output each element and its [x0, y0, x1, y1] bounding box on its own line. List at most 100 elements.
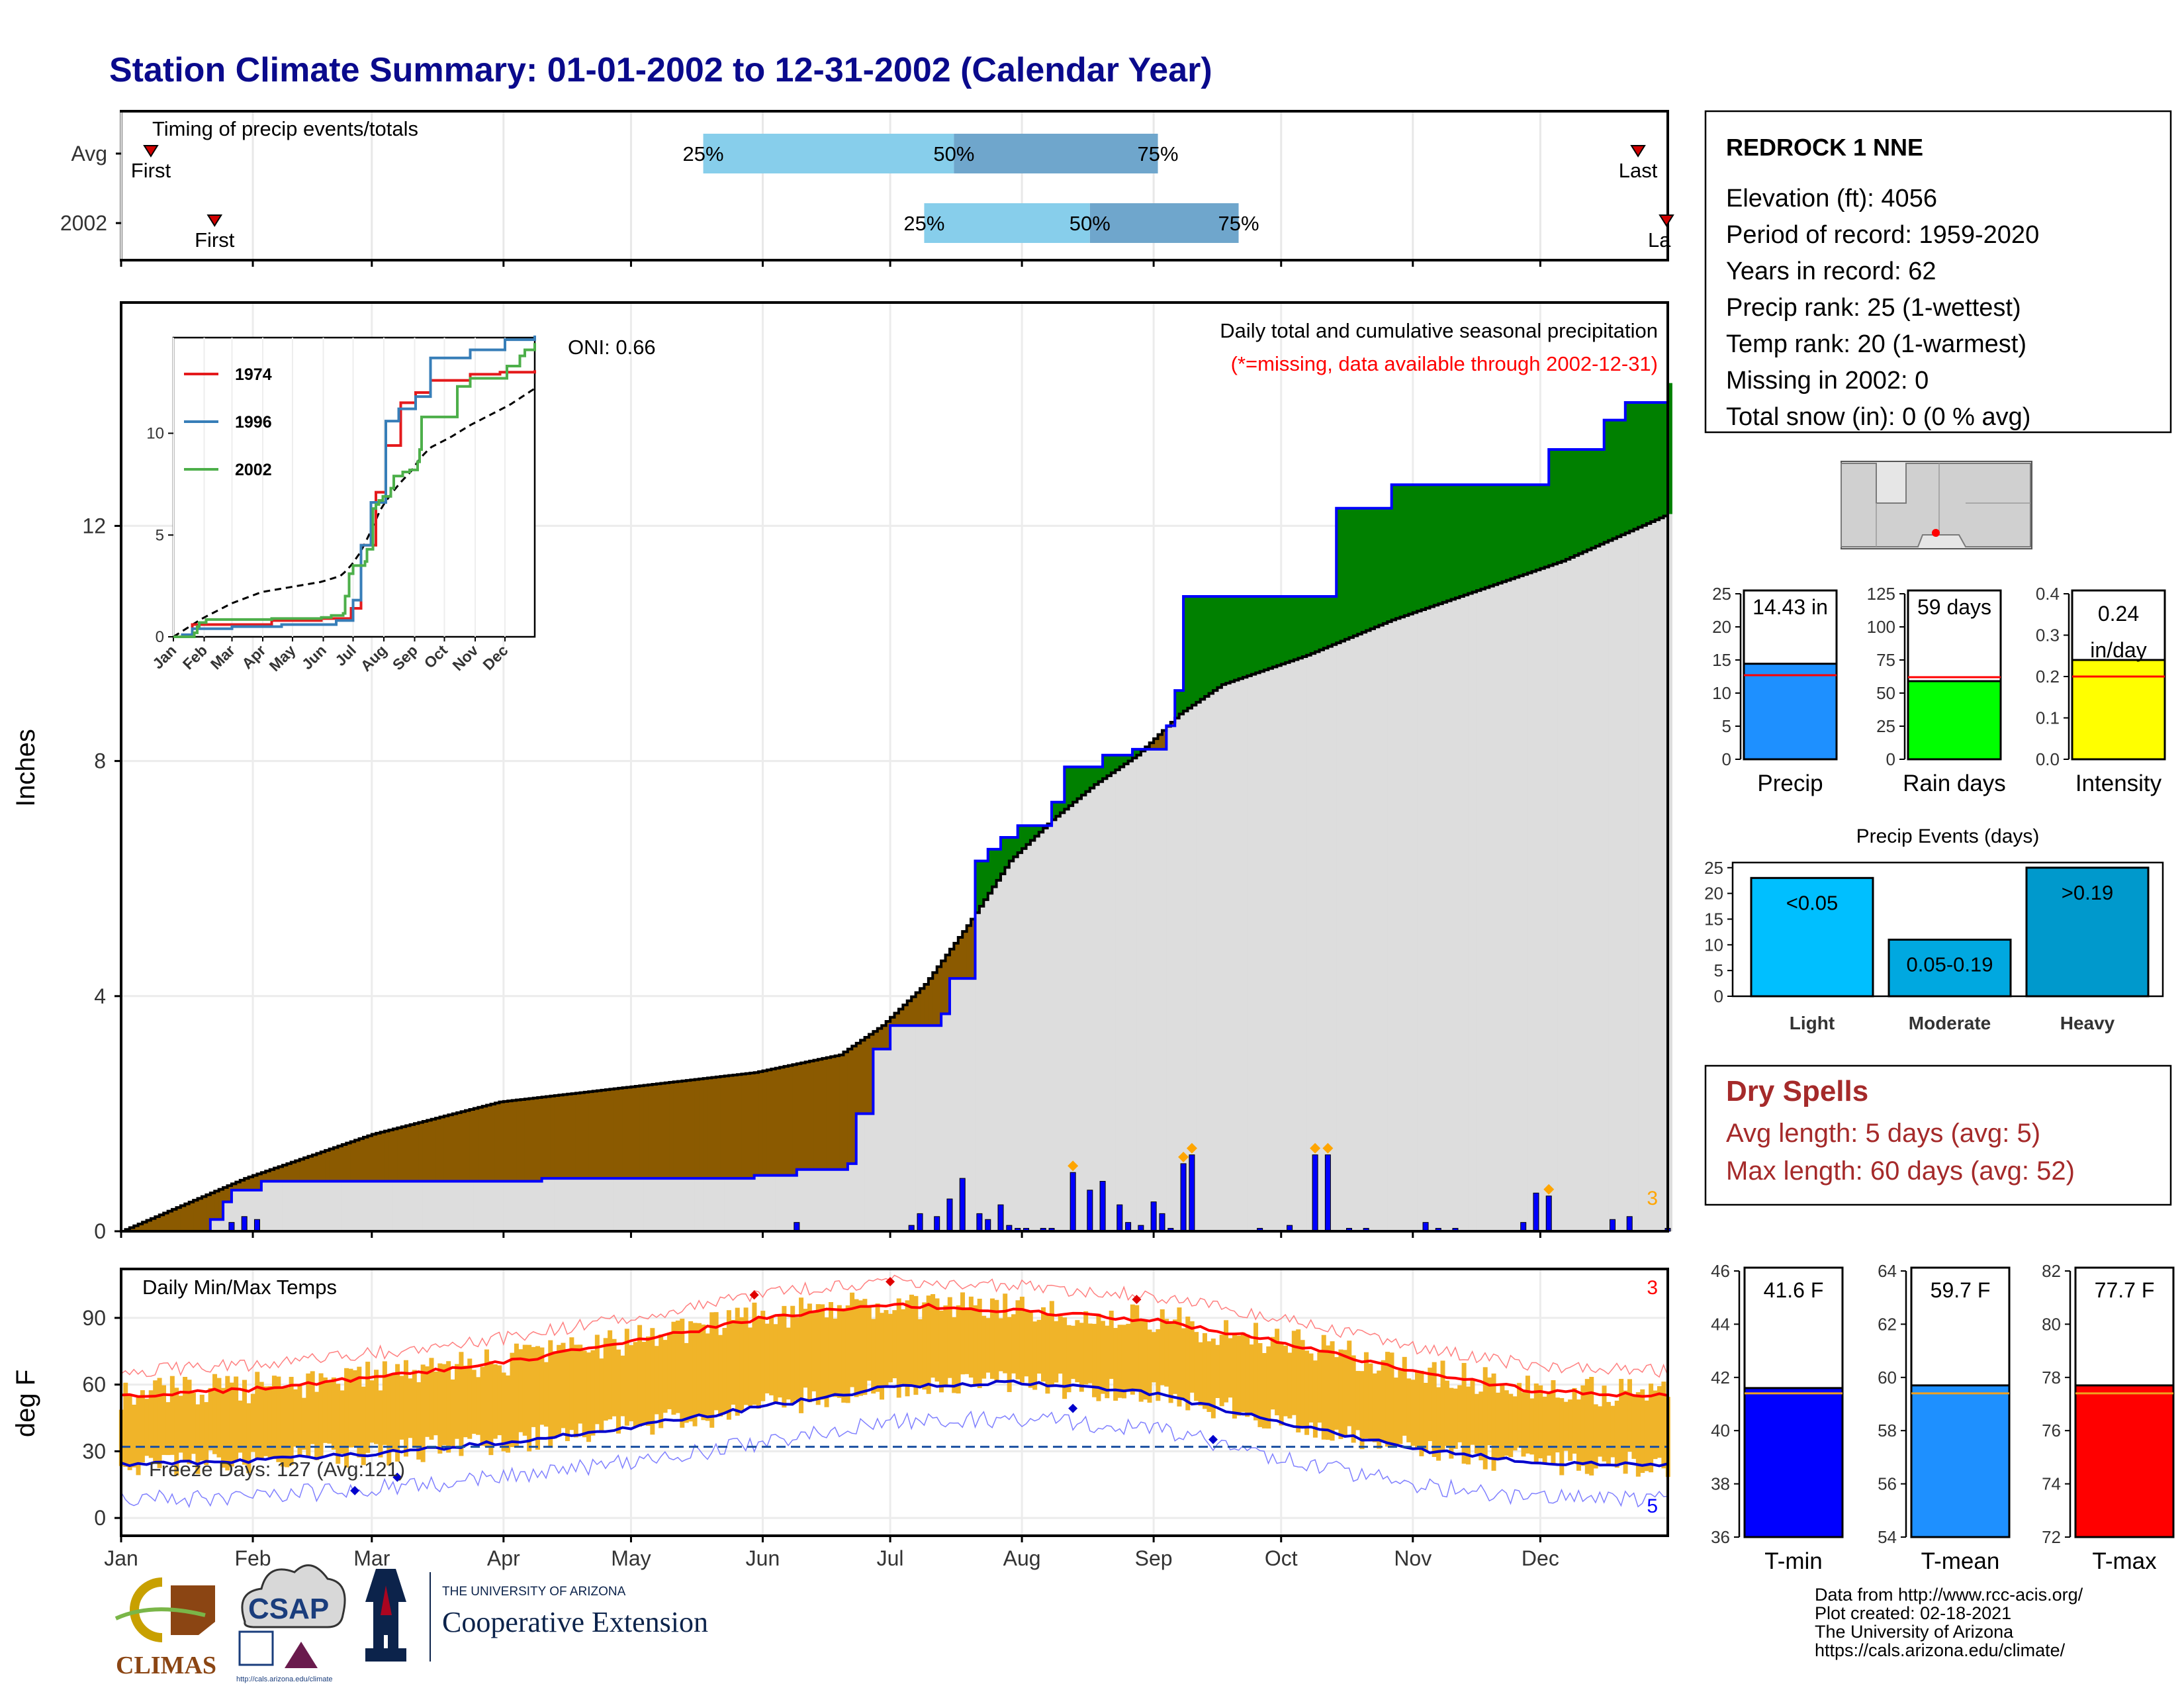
normal-segment [1557, 562, 1562, 1231]
daily-temp-range-bar [633, 1342, 638, 1427]
normal-segment [817, 1169, 823, 1231]
daily-temp-range-bar [1555, 1397, 1560, 1453]
normal-segment [282, 1181, 287, 1231]
daily-temp-range-bar [582, 1350, 587, 1438]
timing-last-label: La [1648, 228, 1671, 252]
normal-segment [265, 1181, 271, 1231]
month-label: Nov [1394, 1546, 1432, 1570]
deficit-segment [469, 1109, 475, 1182]
daily-temp-range-bar [952, 1317, 957, 1393]
surplus-segment [1345, 508, 1349, 639]
mini-bar-value-text: 0.24 [2098, 602, 2139, 626]
normal-segment [801, 1169, 806, 1231]
daily-temp-range-bar [552, 1351, 557, 1439]
daily-temp-range-bar [1045, 1313, 1050, 1394]
surplus-segment [1298, 596, 1303, 659]
normal-segment [1136, 755, 1142, 1231]
surplus-segment [1221, 596, 1226, 685]
daily-temp-range-bar [1164, 1319, 1169, 1387]
surplus-segment [1217, 596, 1222, 688]
normal-segment [1161, 749, 1167, 1231]
temp-bar-ytick-label: 38 [1711, 1474, 1730, 1494]
normal-segment [771, 1175, 776, 1231]
surplus-segment [1370, 508, 1375, 629]
deficit-segment [359, 1139, 364, 1182]
normal-segment [1183, 711, 1189, 1231]
daily-temp-range-bar [947, 1297, 952, 1378]
daily-temp-range-bar [1224, 1320, 1229, 1403]
normal-segment [656, 1178, 661, 1231]
daily-temp-range-bar [931, 1293, 936, 1378]
normal-segment [1442, 602, 1447, 1231]
daily-temp-range-bar [285, 1387, 290, 1468]
surplus-segment [1357, 508, 1363, 634]
deficit-segment [478, 1107, 483, 1182]
daily-temp-range-bar [1423, 1383, 1428, 1452]
normal-segment [410, 1181, 415, 1231]
inset-ytick-label: 5 [156, 526, 164, 544]
daily-temp-range-bar [692, 1323, 698, 1427]
daily-temp-range-bar [684, 1342, 689, 1423]
deficit-segment [682, 1080, 687, 1179]
normal-segment [1451, 599, 1456, 1231]
daily-temp-range-bar [216, 1378, 222, 1458]
normal-segment [835, 1169, 840, 1231]
daily-temp-range-bar [1308, 1353, 1314, 1423]
normal-segment [559, 1178, 564, 1231]
deficit-segment [227, 1186, 232, 1202]
daily-temp-range-bar [1028, 1311, 1033, 1388]
normal-segment [469, 1181, 475, 1231]
daily-temp-range-bar [1087, 1323, 1093, 1383]
deficit-segment [780, 1067, 785, 1176]
mini-bar-value-text: 14.43 in [1752, 595, 1828, 619]
daily-temp-range-bar [144, 1399, 150, 1456]
annual-summary-bars: 0 5 10 15 20 25 14.43 in Precip 0 25 50 75 100 125 59 … [1712, 584, 2166, 796]
deficit-segment [971, 919, 976, 979]
climas-logo: CLIMAS [114, 1577, 216, 1679]
daily-precip-bar [1533, 1192, 1539, 1232]
normal-segment [1119, 767, 1124, 1231]
surplus-segment [1107, 755, 1112, 776]
surplus-segment [1433, 485, 1439, 606]
daily-temp-range-bar [1580, 1385, 1586, 1466]
precip-note-title: Daily total and cumulative seasonal prec… [1220, 319, 1658, 342]
normal-segment [1234, 680, 1240, 1231]
daily-temp-range-bar [310, 1371, 315, 1444]
normal-segment [754, 1175, 759, 1231]
daily-temp-range-bar [1529, 1398, 1535, 1455]
daily-temp-range-bar [722, 1327, 727, 1413]
deficit-segment [503, 1101, 508, 1182]
deficit-segment [847, 1049, 852, 1164]
deficit-segment [257, 1174, 262, 1190]
normal-segment [903, 1025, 908, 1231]
normal-segment [1213, 690, 1218, 1231]
daily-temp-range-bar [1398, 1370, 1403, 1444]
normal-segment [1158, 749, 1163, 1231]
daily-temp-range-bar [922, 1302, 927, 1390]
normal-segment [341, 1181, 347, 1231]
normal-segment [622, 1178, 627, 1231]
normal-segment [1085, 791, 1091, 1231]
daily-temp-range-bar [1083, 1311, 1089, 1385]
deficit-segment [201, 1196, 206, 1231]
normal-segment [312, 1181, 317, 1231]
daily-temp-range-bar [1330, 1341, 1335, 1441]
timing-label: Timing of precip events/totals [152, 117, 418, 140]
normal-segment [601, 1178, 606, 1231]
surplus-segment [1655, 402, 1660, 520]
daily-temp-range-bar [782, 1305, 787, 1408]
normal-segment [1272, 667, 1277, 1231]
surplus-segment [1175, 690, 1180, 718]
deficit-segment [699, 1078, 704, 1179]
deficit-segment [541, 1097, 547, 1179]
extreme-precip-marker [1068, 1160, 1079, 1172]
normal-segment [1047, 825, 1052, 1231]
mini-bar-ytick-label: 0 [1886, 749, 1895, 769]
surplus-segment [1493, 485, 1498, 585]
deficit-segment [355, 1140, 360, 1182]
record-high-marker [1132, 1295, 1142, 1305]
normal-segment [210, 1219, 215, 1231]
daily-precip-bar [976, 1213, 983, 1232]
daily-temp-range-bar [255, 1372, 260, 1460]
deficit-segment [167, 1211, 173, 1231]
